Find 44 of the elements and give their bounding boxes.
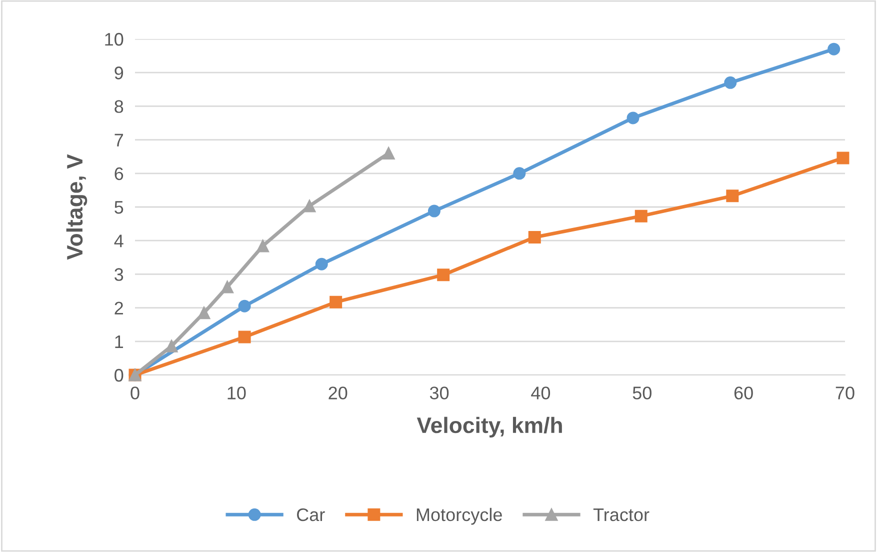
y-tick-label: 4 — [114, 234, 124, 248]
point — [428, 204, 440, 218]
point — [303, 200, 316, 212]
point — [165, 340, 178, 352]
legend-label: Car — [297, 508, 325, 522]
legend-label: Tractor — [593, 508, 650, 522]
y-tick-label: 9 — [114, 66, 124, 80]
y-tick-label: 7 — [114, 134, 123, 146]
y-tick-label: 10 — [105, 32, 124, 46]
point — [513, 167, 526, 180]
point — [256, 240, 270, 252]
point — [724, 76, 737, 89]
x-tick-label: 30 — [430, 386, 449, 400]
y-tick-label: 3 — [114, 268, 124, 281]
x-tick-label: 0 — [130, 386, 140, 400]
x-tick-label: 70 — [836, 386, 854, 400]
y-tick-label: 0 — [114, 368, 124, 382]
x-tick-label: 10 — [228, 386, 246, 400]
point — [330, 296, 342, 308]
y-tick-label: 8 — [114, 100, 124, 113]
y-tick-label: 1 — [115, 336, 124, 348]
point — [382, 146, 395, 160]
x-tick-label: 40 — [531, 386, 550, 400]
y-tick-label: 5 — [114, 201, 124, 214]
point — [836, 152, 850, 164]
point — [626, 112, 640, 124]
y-axis-title: Voltage, V — [66, 154, 88, 260]
point — [828, 42, 840, 56]
point — [315, 258, 328, 270]
point — [634, 210, 648, 222]
y-tick-label: 6 — [114, 167, 124, 180]
point — [238, 300, 251, 312]
point — [726, 190, 739, 202]
point — [198, 306, 210, 320]
x-tick-label: 20 — [328, 386, 348, 400]
legend-label: Motorcycle — [416, 508, 502, 525]
point — [528, 230, 541, 244]
point — [437, 268, 450, 282]
y-tick-label: 2 — [114, 302, 123, 314]
x-axis-title: Velocity, km/h — [416, 416, 562, 438]
x-tick-label: 60 — [734, 386, 753, 400]
point — [221, 280, 234, 294]
point — [238, 330, 251, 344]
x-tick-label: 50 — [632, 386, 652, 400]
